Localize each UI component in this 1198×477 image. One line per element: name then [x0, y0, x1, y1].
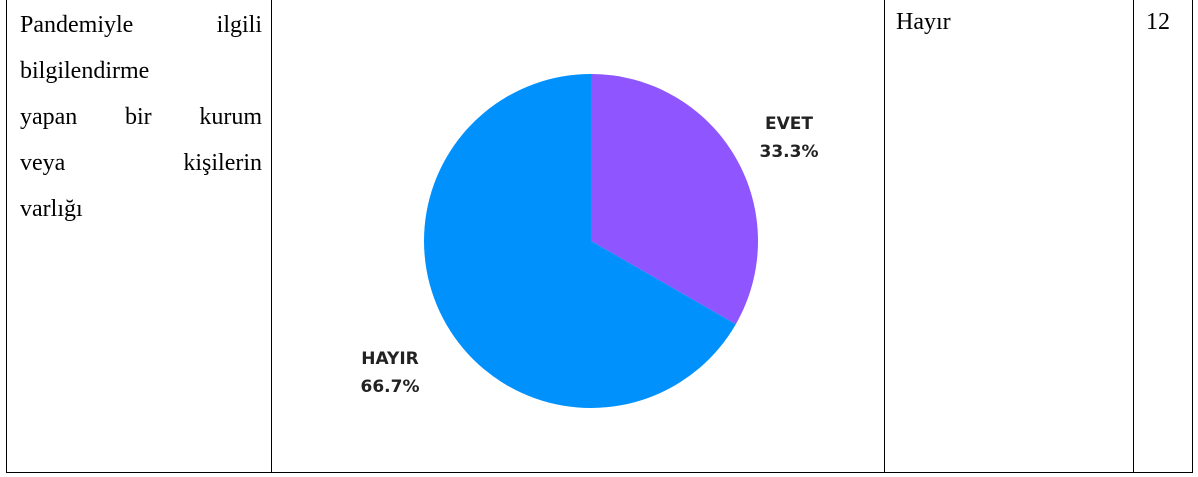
question-line-5: varlığı [20, 186, 262, 232]
question-word: yapan [20, 104, 78, 130]
answer-cell: Hayır [884, 0, 1133, 473]
question-word: kurum [199, 104, 262, 130]
question-word: ilgili [216, 12, 262, 38]
question-cell: Pandemiyle ilgili bilgilendirme yapan bi… [6, 0, 271, 473]
question-line-3: yapan bir kurum [20, 94, 262, 140]
question-word: Pandemiyle [20, 12, 134, 38]
question-line-1: Pandemiyle ilgili [20, 2, 262, 48]
question-word: bir [124, 104, 152, 130]
question-word: varlığı [20, 196, 83, 222]
pie-percent-hayir: 66.7% [361, 377, 420, 397]
table-row: Pandemiyle ilgili bilgilendirme yapan bi… [6, 0, 1193, 473]
question-word: veya [20, 150, 66, 176]
question-line-4: veya kişilerin [20, 140, 262, 186]
pie-chart: EVET 33.3% HAYIR 66.7% [361, 74, 819, 408]
count-cell: 12 [1133, 0, 1193, 473]
question-word: kişilerin [183, 150, 262, 176]
pie-label-evet: EVET [765, 114, 813, 134]
pie-percent-evet: 33.3% [760, 142, 819, 162]
chart-cell: EVET 33.3% HAYIR 66.7% [271, 0, 884, 473]
question-word: bilgilendirme [20, 58, 150, 84]
pie-slice-evet [591, 74, 758, 325]
count-text: 12 [1146, 9, 1170, 35]
pie-label-hayir: HAYIR [361, 349, 418, 369]
question-text: Pandemiyle ilgili bilgilendirme yapan bi… [20, 2, 262, 232]
pie-slice-hayir [424, 74, 736, 408]
answer-text: Hayır [896, 9, 951, 35]
question-line-2: bilgilendirme [20, 48, 262, 94]
